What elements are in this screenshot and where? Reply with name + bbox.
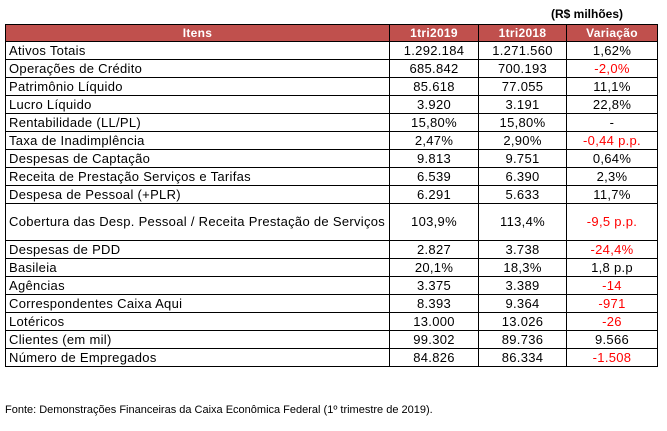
row-item-label: Agências — [5, 276, 390, 295]
row-item-label: Taxa de Inadimplência — [5, 131, 390, 150]
table-row: Basileia 20,1% 18,3% 1,8 p.p — [5, 258, 658, 277]
row-value-1tri2019: 2,47% — [389, 131, 479, 150]
row-variation: -971 — [566, 294, 658, 313]
table-row: Despesas de PDD 2.827 3.738 -24,4% — [5, 240, 658, 259]
row-value-1tri2019: 3.920 — [389, 95, 479, 114]
table-header-row: Itens 1tri2019 1tri2018 Variação — [5, 24, 658, 42]
table-row: Clientes (em mil) 99.302 89.736 9.566 — [5, 330, 658, 349]
row-variation: -26 — [566, 312, 658, 331]
row-value-1tri2019: 685.842 — [389, 59, 479, 78]
row-value-1tri2019: 85.618 — [389, 77, 479, 96]
row-value-1tri2019: 9.813 — [389, 149, 479, 168]
row-variation: -0,44 p.p. — [566, 131, 658, 150]
table-row: Despesas de Captação 9.813 9.751 0,64% — [5, 149, 658, 168]
row-value-1tri2018: 3.389 — [478, 276, 567, 295]
row-item-label: Despesa de Pessoal (+PLR) — [5, 185, 390, 204]
row-value-1tri2019: 103,9% — [389, 203, 479, 241]
table-row: Número de Empregados 84.826 86.334 -1.508 — [5, 348, 658, 367]
row-item-label: Ativos Totais — [5, 41, 390, 60]
row-value-1tri2018: 15,80% — [478, 113, 567, 132]
table-row: Rentabilidade (LL/PL) 15,80% 15,80% - — [5, 113, 658, 132]
table-row: Lotéricos 13.000 13.026 -26 — [5, 312, 658, 331]
row-variation: -1.508 — [566, 348, 658, 367]
table-body: Ativos Totais 1.292.184 1.271.560 1,62% Oper… — [5, 41, 658, 367]
table-row: Correspondentes Caixa Aqui 8.393 9.364 -971 — [5, 294, 658, 313]
header-1tri2018: 1tri2018 — [478, 24, 567, 42]
row-value-1tri2019: 8.393 — [389, 294, 479, 313]
row-item-label: Clientes (em mil) — [5, 330, 390, 349]
row-variation: 22,8% — [566, 95, 658, 114]
row-variation: 9.566 — [566, 330, 658, 349]
row-item-label: Rentabilidade (LL/PL) — [5, 113, 390, 132]
row-variation: 1,8 p.p — [566, 258, 658, 277]
row-value-1tri2019: 6.539 — [389, 167, 479, 186]
row-item-label: Operações de Crédito — [5, 59, 390, 78]
row-variation: 1,62% — [566, 41, 658, 60]
table-row: Despesa de Pessoal (+PLR) 6.291 5.633 11,7% — [5, 185, 658, 204]
row-variation: 0,64% — [566, 149, 658, 168]
row-variation: 11,7% — [566, 185, 658, 204]
row-value-1tri2019: 6.291 — [389, 185, 479, 204]
row-item-label: Correspondentes Caixa Aqui — [5, 294, 390, 313]
table-row: Taxa de Inadimplência 2,47% 2,90% -0,44 p.p… — [5, 131, 658, 150]
row-value-1tri2018: 1.271.560 — [478, 41, 567, 60]
row-value-1tri2018: 89.736 — [478, 330, 567, 349]
row-value-1tri2018: 9.751 — [478, 149, 567, 168]
row-value-1tri2018: 113,4% — [478, 203, 567, 241]
row-value-1tri2018: 5.633 — [478, 185, 567, 204]
header-variation: Variação — [566, 24, 658, 42]
row-item-label: Cobertura das Desp. Pessoal / Receita Pr… — [5, 203, 390, 241]
row-value-1tri2018: 18,3% — [478, 258, 567, 277]
row-item-label: Despesas de Captação — [5, 149, 390, 168]
row-value-1tri2019: 13.000 — [389, 312, 479, 331]
row-value-1tri2019: 20,1% — [389, 258, 479, 277]
table-row: Cobertura das Desp. Pessoal / Receita Pr… — [5, 203, 658, 241]
row-value-1tri2018: 77.055 — [478, 77, 567, 96]
row-value-1tri2019: 15,80% — [389, 113, 479, 132]
table-row: Operações de Crédito 685.842 700.193 -2,0% — [5, 59, 658, 78]
row-variation: -9,5 p.p. — [566, 203, 658, 241]
row-variation: 11,1% — [566, 77, 658, 96]
table-row: Lucro Líquido 3.920 3.191 22,8% — [5, 95, 658, 114]
row-variation: -14 — [566, 276, 658, 295]
row-value-1tri2019: 3.375 — [389, 276, 479, 295]
row-item-label: Número de Empregados — [5, 348, 390, 367]
table-row: Ativos Totais 1.292.184 1.271.560 1,62% — [5, 41, 658, 60]
source-footnote: Fonte: Demonstrações Financeiras da Caix… — [5, 404, 433, 416]
row-item-label: Receita de Prestação Serviços e Tarifas — [5, 167, 390, 186]
row-item-label: Despesas de PDD — [5, 240, 390, 259]
row-value-1tri2018: 86.334 — [478, 348, 567, 367]
row-value-1tri2019: 1.292.184 — [389, 41, 479, 60]
row-variation: -2,0% — [566, 59, 658, 78]
row-variation: -24,4% — [566, 240, 658, 259]
financial-table: Itens 1tri2019 1tri2018 Variação Ativos … — [5, 24, 658, 367]
table-row: Patrimônio Líquido 85.618 77.055 11,1% — [5, 77, 658, 96]
table-row: Agências 3.375 3.389 -14 — [5, 276, 658, 295]
row-value-1tri2019: 99.302 — [389, 330, 479, 349]
row-item-label: Patrimônio Líquido — [5, 77, 390, 96]
table-row: Receita de Prestação Serviços e Tarifas 6… — [5, 167, 658, 186]
unit-label: (R$ milhões) — [550, 7, 623, 21]
row-item-label: Lotéricos — [5, 312, 390, 331]
row-value-1tri2019: 2.827 — [389, 240, 479, 259]
header-1tri2019: 1tri2019 — [389, 24, 479, 42]
row-value-1tri2018: 3.738 — [478, 240, 567, 259]
row-value-1tri2018: 2,90% — [478, 131, 567, 150]
row-value-1tri2019: 84.826 — [389, 348, 479, 367]
row-item-label: Lucro Líquido — [5, 95, 390, 114]
row-value-1tri2018: 13.026 — [478, 312, 567, 331]
row-variation: - — [566, 113, 658, 132]
row-value-1tri2018: 700.193 — [478, 59, 567, 78]
row-value-1tri2018: 9.364 — [478, 294, 567, 313]
row-item-label: Basileia — [5, 258, 390, 277]
row-value-1tri2018: 6.390 — [478, 167, 567, 186]
row-value-1tri2018: 3.191 — [478, 95, 567, 114]
header-items: Itens — [5, 24, 390, 42]
row-variation: 2,3% — [566, 167, 658, 186]
